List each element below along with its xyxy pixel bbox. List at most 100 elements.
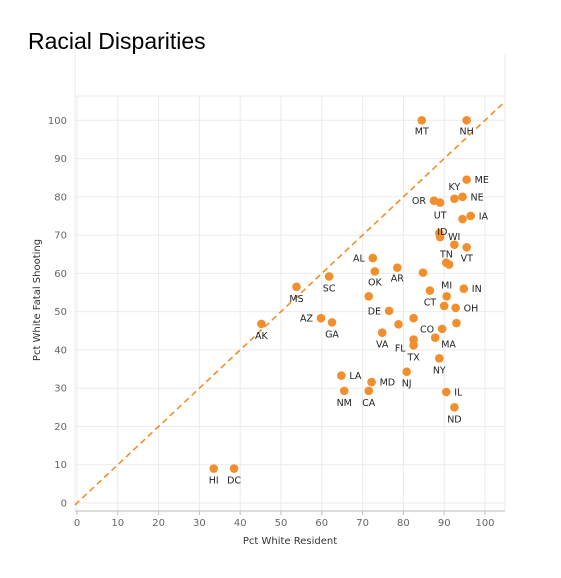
data-point-va	[377, 328, 387, 337]
data-point-ca	[364, 386, 374, 396]
point-label-in: IN	[472, 284, 482, 295]
point-label-al: AL	[353, 254, 365, 265]
data-point-wi	[435, 232, 445, 242]
y-tick-label: 60	[54, 269, 67, 280]
point-label-az: AZ	[300, 314, 313, 325]
data-point-ga	[327, 318, 337, 327]
point-label-ia: IA	[479, 211, 489, 222]
data-point-mt	[417, 116, 427, 125]
x-tick-label: 70	[356, 518, 369, 529]
data-point-oh	[451, 303, 460, 313]
axes-layer: 0 10 20 30 40 50 60 70 80 90 100 0 10 20 30 40 50 60 70 80 9…	[48, 116, 505, 529]
plot-area	[75, 54, 505, 511]
data-point	[444, 260, 454, 269]
data-point-ia	[466, 211, 476, 221]
data-point-nd	[450, 403, 459, 412]
data-point-md	[367, 377, 376, 387]
data-point-de	[384, 306, 394, 316]
data-point-dc	[229, 464, 239, 473]
point-label-fl: FL	[395, 344, 406, 355]
point-label-nd: ND	[447, 414, 461, 425]
y-tick-label: 0	[61, 499, 67, 510]
y-tick-label: 30	[54, 384, 67, 395]
point-label-ga: GA	[325, 329, 339, 340]
point-label-co: CO	[420, 324, 434, 335]
point-label-hi: HI	[209, 476, 219, 487]
x-tick-label: 30	[193, 518, 206, 529]
point-label-va: VA	[376, 340, 389, 351]
point-label-nh: NH	[460, 126, 474, 137]
point-label-dc: DC	[227, 476, 241, 487]
x-tick-label: 10	[111, 518, 124, 529]
data-point-tn	[450, 240, 459, 249]
point-label-ma: MA	[441, 340, 456, 351]
point-label-ct: CT	[424, 298, 437, 309]
points-layer	[209, 116, 476, 473]
point-label-sc: SC	[323, 283, 336, 294]
data-point-mi	[442, 292, 451, 301]
point-label-il: IL	[454, 388, 463, 399]
point-label-md: MD	[380, 378, 396, 389]
x-tick-label: 50	[275, 518, 288, 529]
data-point-me	[462, 175, 471, 184]
x-axis-title: Pct White Resident	[243, 536, 337, 547]
data-point-ma	[430, 333, 440, 342]
y-tick-label: 80	[54, 192, 67, 203]
point-label-mi: MI	[441, 280, 452, 291]
point-label-ak: AK	[255, 331, 268, 342]
data-point-ok	[370, 267, 380, 276]
x-tick-label: 0	[74, 518, 80, 529]
data-point-nm	[339, 386, 349, 396]
x-tick-label: 20	[152, 518, 165, 529]
x-tick-label: 90	[438, 518, 451, 529]
data-point	[418, 268, 428, 277]
reference-line	[74, 100, 506, 506]
data-point-ne	[458, 192, 467, 202]
point-label-oh: OH	[464, 303, 479, 314]
data-point-hi	[209, 464, 218, 473]
data-point-ar	[392, 263, 402, 272]
data-point	[409, 313, 418, 323]
point-label-ne: NE	[471, 192, 484, 203]
x-tick-label: 100	[475, 518, 494, 529]
x-tick-label: 80	[397, 518, 410, 529]
point-label-de: DE	[368, 306, 381, 317]
point-label-mt: MT	[415, 126, 429, 137]
x-tick-label: 40	[234, 518, 247, 529]
y-tick-label: 50	[54, 307, 67, 318]
data-point	[452, 318, 461, 328]
point-label-ok: OK	[368, 277, 382, 288]
point-label-la: LA	[349, 371, 362, 382]
data-point	[458, 214, 467, 224]
y-tick-label: 10	[54, 460, 67, 471]
y-tick-label: 70	[54, 231, 67, 242]
data-point-ky	[450, 194, 459, 204]
y-tick-label: 20	[54, 422, 67, 433]
y-tick-label: 100	[48, 116, 67, 127]
point-label-tx: TX	[406, 352, 420, 363]
data-point-ny	[435, 354, 444, 363]
data-point-il	[441, 387, 451, 397]
data-point-al	[368, 253, 378, 263]
y-tick-label: 40	[54, 345, 67, 356]
reference-line-layer	[74, 100, 506, 506]
data-point-ct	[425, 286, 435, 295]
data-point-nj	[402, 367, 411, 377]
point-label-ms: MS	[289, 294, 303, 305]
y-axis-title: Pct White Fatal Shooting	[32, 239, 43, 361]
point-label-wi: WI	[448, 232, 460, 243]
data-point-vt	[462, 243, 471, 252]
data-point-ut	[435, 198, 445, 207]
data-point	[394, 319, 403, 329]
data-point-nh	[462, 116, 471, 125]
data-point-in	[459, 284, 469, 293]
point-label-ar: AR	[391, 274, 404, 285]
data-point-sc	[324, 272, 334, 281]
data-point	[439, 301, 449, 311]
point-label-ny: NY	[433, 365, 446, 376]
point-label-or: OR	[412, 196, 426, 207]
x-tick-label: 60	[315, 518, 328, 529]
data-point-az	[316, 313, 326, 323]
y-tick-label: 90	[54, 154, 67, 165]
point-labels-layer: MT NH ME KY NE OR UT IA ID WI TN VT AL AR OK SC MS IN CT MI…	[209, 126, 489, 486]
